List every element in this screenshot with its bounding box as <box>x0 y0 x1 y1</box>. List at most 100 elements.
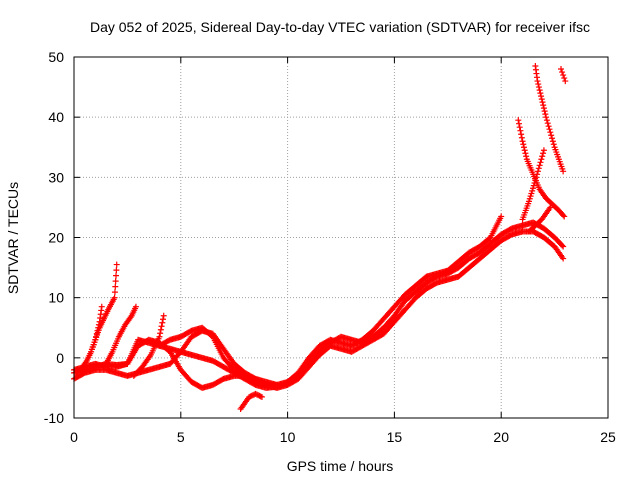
y-tick-label: 10 <box>48 290 64 306</box>
x-tick-label: 25 <box>600 429 616 445</box>
data-point-marker <box>520 141 527 148</box>
data-point-marker <box>257 393 264 400</box>
data-point-marker <box>539 153 546 160</box>
x-tick-label: 0 <box>70 429 78 445</box>
data-point-marker <box>523 153 530 160</box>
data-point-marker <box>529 185 536 192</box>
series-early-spike-3 <box>130 312 167 379</box>
data-point-marker <box>526 195 533 202</box>
data-point-marker <box>517 127 524 134</box>
data-point-marker <box>112 278 119 285</box>
data-point-marker <box>160 312 167 319</box>
data-points <box>71 63 569 412</box>
data-point-marker <box>516 120 522 127</box>
data-point-marker <box>547 204 554 211</box>
y-tick-label: 0 <box>56 350 64 366</box>
data-point-marker <box>535 81 542 88</box>
data-point-marker <box>550 141 557 148</box>
data-point-marker <box>522 150 529 157</box>
data-point-marker <box>561 213 568 220</box>
data-point-marker <box>540 105 547 112</box>
data-point-marker <box>535 165 542 172</box>
data-point-marker <box>515 117 522 124</box>
data-point-marker <box>111 289 118 296</box>
y-tick-label: -10 <box>44 410 64 426</box>
data-point-marker <box>538 156 545 163</box>
data-point-marker <box>157 330 164 337</box>
x-tick-label: 20 <box>493 429 509 445</box>
data-point-marker <box>534 78 541 85</box>
data-point-marker <box>527 193 534 200</box>
data-point-marker <box>518 131 525 138</box>
data-point-marker <box>562 78 569 85</box>
data-point-marker <box>92 336 99 343</box>
data-point-marker <box>518 134 525 141</box>
data-point-marker <box>156 333 163 340</box>
data-point-marker <box>520 144 527 151</box>
x-tick-label: 10 <box>280 429 296 445</box>
series-early-spike-4 <box>79 303 105 370</box>
data-point-marker <box>559 69 566 76</box>
data-point-marker <box>528 190 535 197</box>
data-point-marker <box>546 126 553 133</box>
chart-title: Day 052 of 2025, Sidereal Day-to-day VTE… <box>90 19 590 35</box>
data-point-marker <box>548 132 555 139</box>
y-tick-label: 30 <box>48 169 64 185</box>
series-late-arc-4 <box>525 204 554 235</box>
data-point-marker <box>539 99 546 106</box>
data-point-marker <box>94 327 101 334</box>
y-tick-label: 40 <box>48 109 64 125</box>
x-axis-title: GPS time / hours <box>287 458 394 474</box>
data-point-marker <box>544 120 551 127</box>
data-point-marker <box>98 303 105 310</box>
data-point-marker <box>113 261 120 268</box>
data-point-marker <box>549 138 556 145</box>
y-axis-title: SDTVAR / TECUs <box>5 182 21 294</box>
data-point-marker <box>542 111 549 118</box>
data-point-marker <box>540 102 547 109</box>
data-point-marker <box>258 393 265 400</box>
data-point-marker <box>157 326 164 333</box>
data-point-marker <box>95 321 102 328</box>
data-point-marker <box>535 84 542 91</box>
data-point-marker <box>534 171 541 178</box>
data-point-marker <box>530 182 537 189</box>
y-tick-label: 20 <box>48 230 64 246</box>
series-dip-8h <box>237 390 265 412</box>
data-point-marker <box>519 138 526 145</box>
data-point-marker <box>549 135 556 142</box>
x-tick-label: 15 <box>387 429 403 445</box>
data-point-marker <box>540 150 547 157</box>
series-track-4 <box>156 324 280 388</box>
series-late-arc-2 <box>532 63 567 175</box>
data-point-marker <box>533 174 540 181</box>
data-point-marker <box>559 242 566 249</box>
data-point-marker <box>531 179 538 186</box>
series-late-arc-3 <box>519 147 547 223</box>
data-point-marker <box>159 319 166 326</box>
y-tick-label: 50 <box>48 49 64 65</box>
data-point-marker <box>560 255 567 262</box>
data-point-marker <box>536 87 543 94</box>
data-point-marker <box>498 213 505 220</box>
data-point-marker <box>538 96 545 103</box>
data-point-marker <box>536 162 543 169</box>
data-point-marker <box>158 323 165 330</box>
data-point-marker <box>529 187 536 194</box>
data-point-marker <box>521 147 528 154</box>
data-point-marker <box>160 316 166 323</box>
data-point-marker <box>111 294 118 301</box>
data-point-marker <box>560 168 567 175</box>
data-point-marker <box>560 72 567 79</box>
grid-lines <box>74 57 608 418</box>
data-point-marker <box>95 324 102 331</box>
data-point-marker <box>543 117 550 124</box>
data-point-marker <box>534 168 541 175</box>
data-point-marker <box>558 66 565 73</box>
data-point-marker <box>560 243 567 250</box>
data-point-marker <box>93 333 100 340</box>
data-point-marker <box>113 267 120 274</box>
series-late-cluster <box>558 66 569 85</box>
series-early-spike-2 <box>103 303 139 367</box>
data-point-marker <box>547 129 554 136</box>
